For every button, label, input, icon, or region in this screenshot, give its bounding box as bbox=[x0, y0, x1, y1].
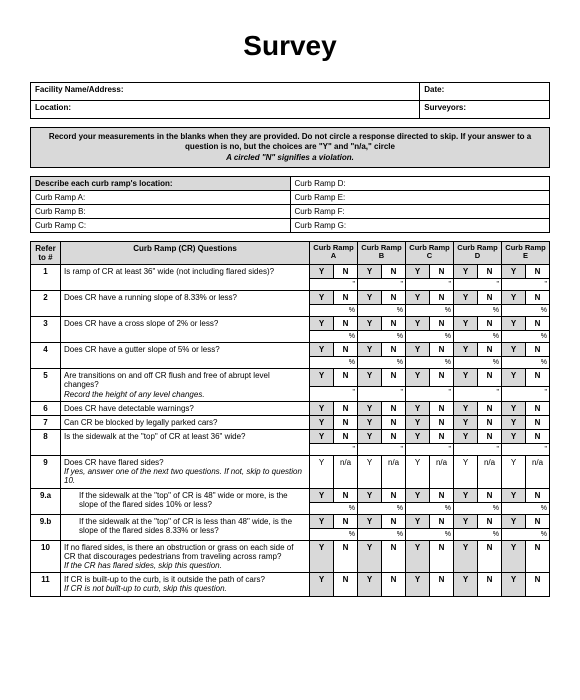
questions-table: Refer to # Curb Ramp (CR) Questions Curb… bbox=[30, 241, 550, 596]
instructions-box: Record your measurements in the blanks w… bbox=[31, 128, 550, 168]
ramp-location-table: Describe each curb ramp's location:Curb … bbox=[30, 176, 550, 233]
facility-label: Facility Name/Address: bbox=[35, 85, 123, 94]
surveyors-label: Surveyors: bbox=[424, 103, 466, 112]
date-label: Date: bbox=[424, 85, 444, 94]
header-table: Facility Name/Address: Date: Location: S… bbox=[30, 82, 550, 119]
location-label: Location: bbox=[35, 103, 71, 112]
page-title: Survey bbox=[30, 30, 550, 62]
